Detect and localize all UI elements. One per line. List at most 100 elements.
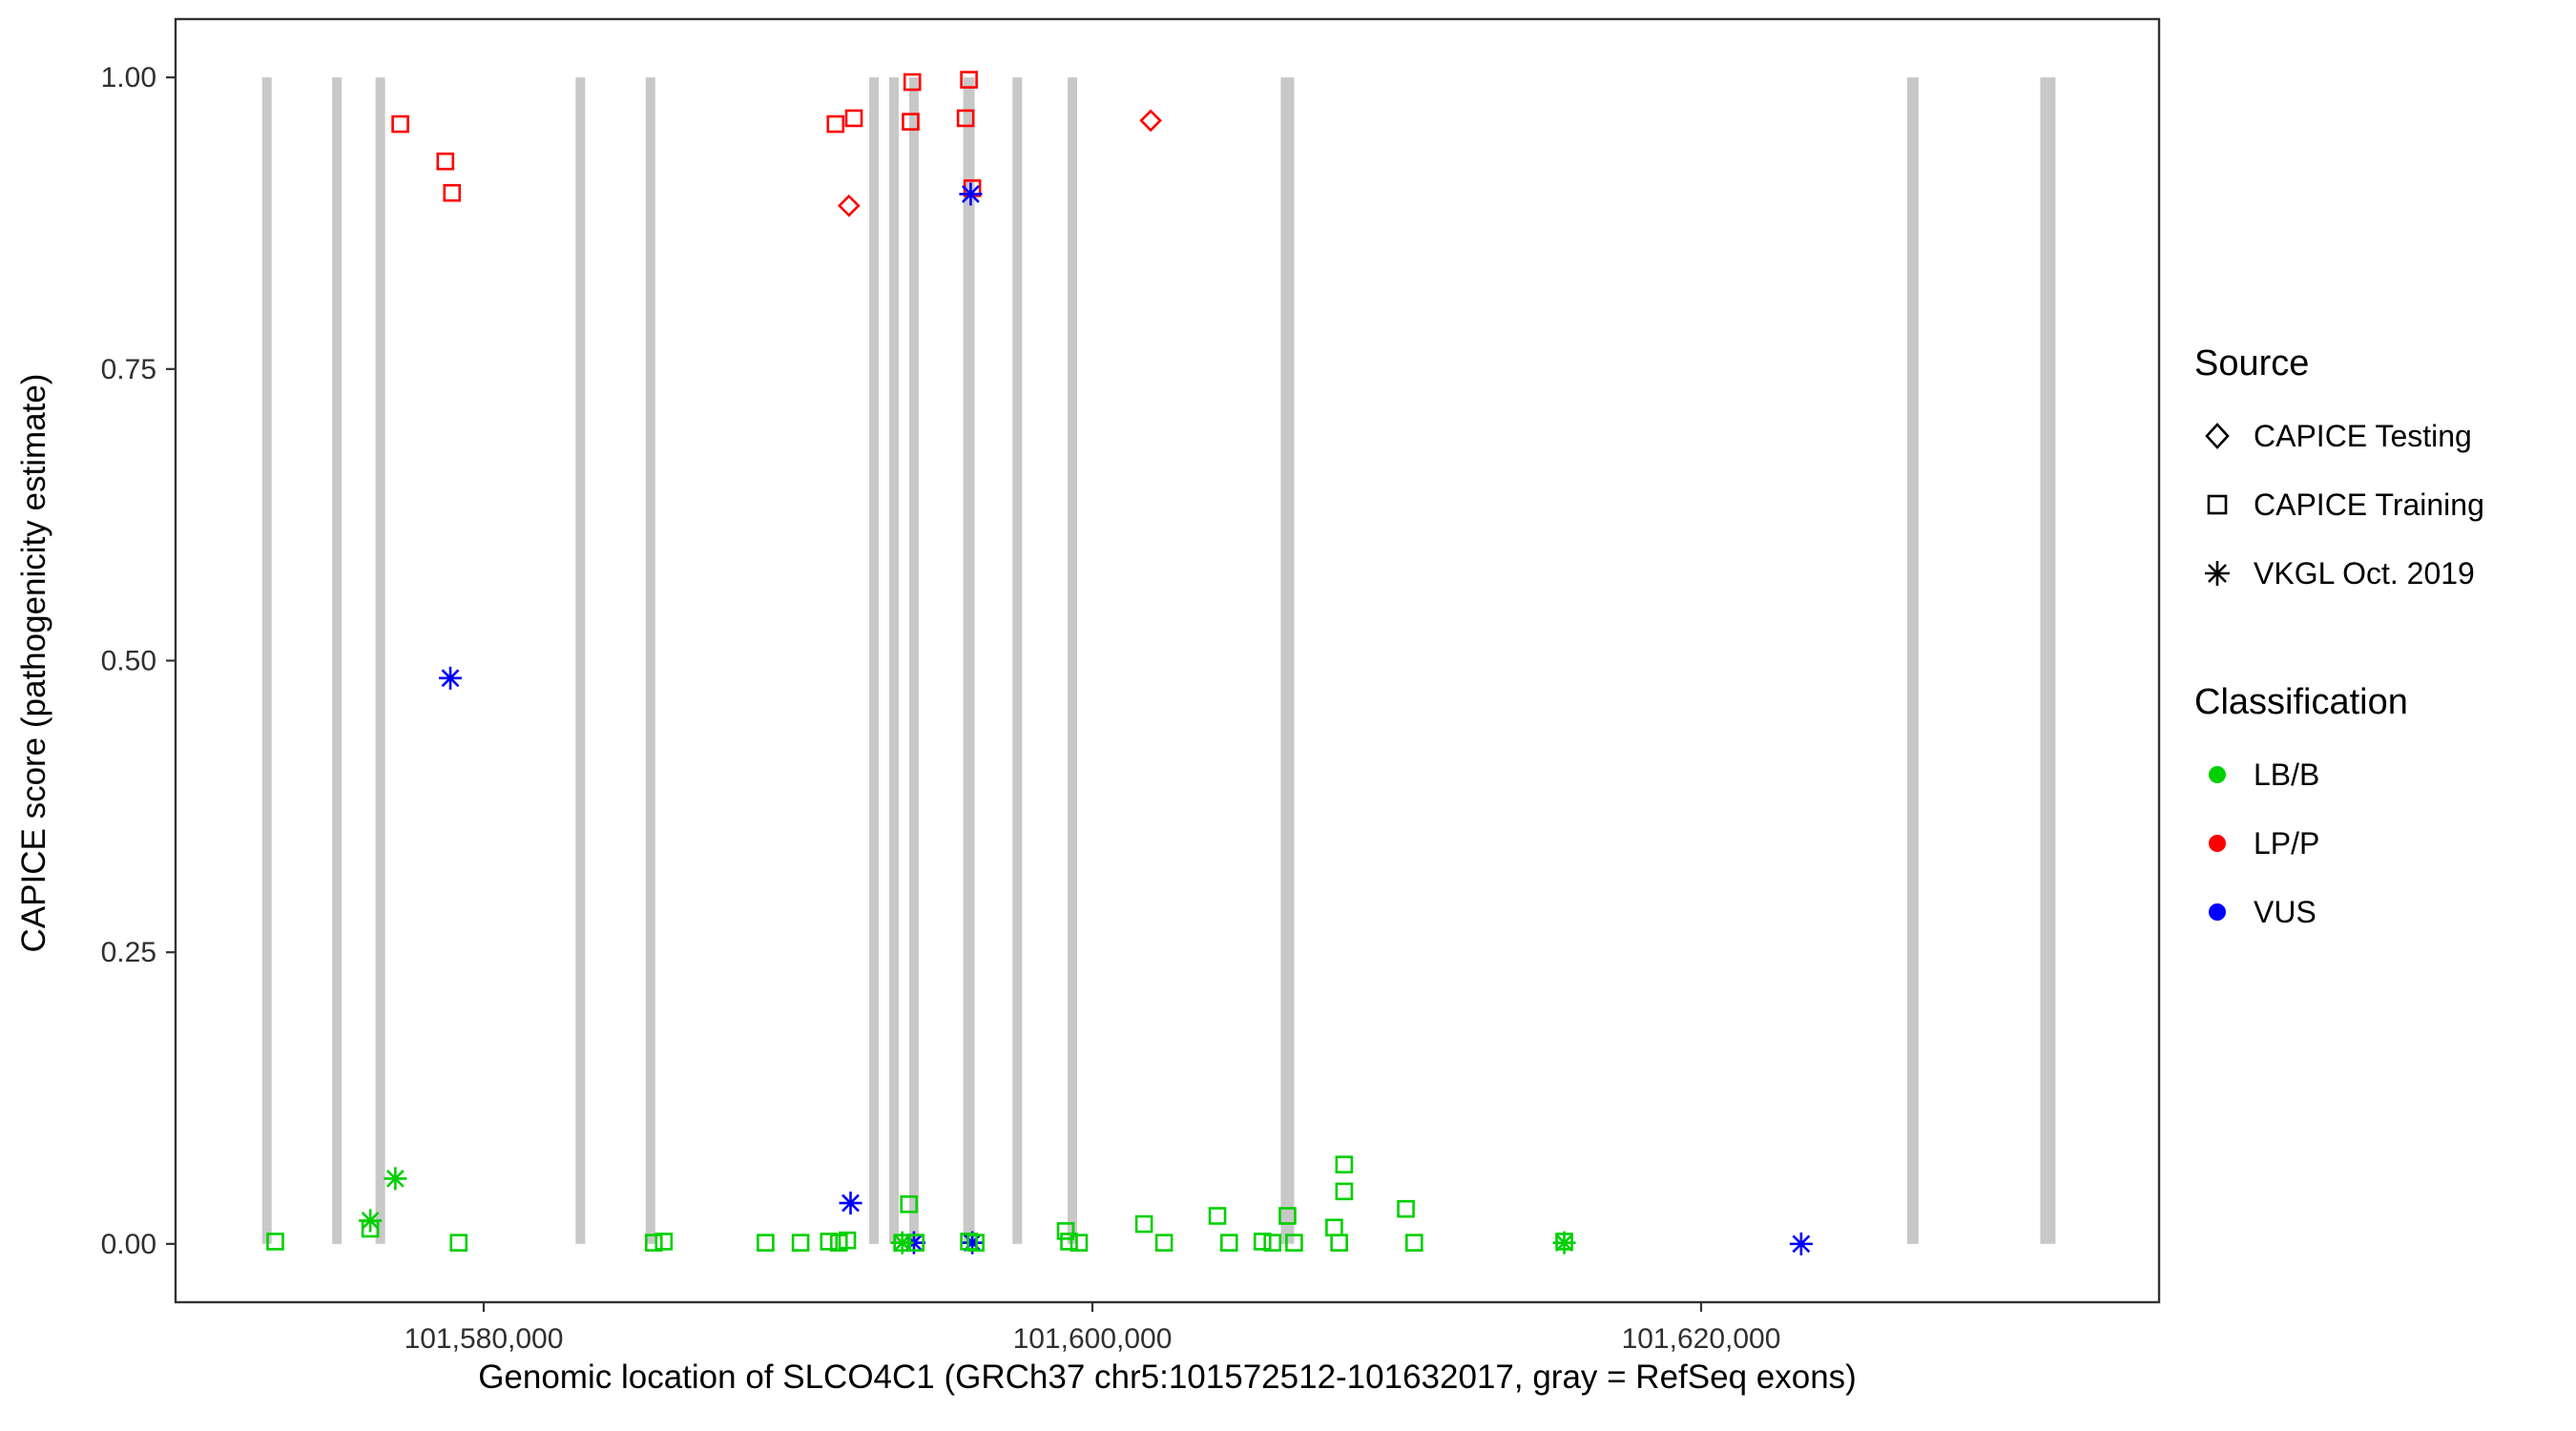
data-point-square xyxy=(266,1233,284,1251)
exon-bar xyxy=(261,77,272,1244)
diamond-icon xyxy=(2205,423,2230,449)
data-point-square xyxy=(1253,1233,1272,1251)
data-point-square xyxy=(903,73,922,92)
exon-bar xyxy=(1280,77,1295,1244)
data-point-square xyxy=(960,71,978,89)
data-point-square xyxy=(644,1234,663,1252)
exon-bar xyxy=(868,77,879,1244)
data-point-square xyxy=(838,1231,857,1250)
blue-dot-icon xyxy=(2209,903,2226,921)
data-point-square xyxy=(893,1234,912,1252)
x-tick-label: 101,620,000 xyxy=(1622,1323,1781,1355)
legend-label: LP/P xyxy=(2254,825,2320,861)
exon-bar xyxy=(2040,77,2056,1244)
data-point-square xyxy=(791,1234,810,1252)
x-tick-label: 101,580,000 xyxy=(405,1323,564,1355)
data-point-square xyxy=(820,1233,839,1251)
exon-bar xyxy=(908,77,919,1244)
data-point-square xyxy=(1278,1207,1297,1225)
exon-bar xyxy=(1906,77,1919,1244)
asterisk-icon xyxy=(2205,561,2230,586)
data-point-asterisk xyxy=(384,1167,407,1191)
data-point-square xyxy=(906,1234,924,1252)
data-point-square xyxy=(966,1234,985,1252)
data-point-square xyxy=(1134,1214,1153,1234)
y-tick-label: 0.00 xyxy=(101,1229,156,1260)
legend-item-vus: VUS xyxy=(2194,878,2566,946)
data-point-asterisk xyxy=(959,182,983,206)
asterisk-arm xyxy=(385,1169,405,1188)
y-tick-label: 0.75 xyxy=(101,354,156,385)
y-tick-label: 1.00 xyxy=(101,62,156,93)
data-point-square xyxy=(1335,1182,1354,1201)
asterisk-arm xyxy=(441,669,460,688)
data-point-square xyxy=(1330,1234,1348,1252)
legend-item-capice-testing: CAPICE Testing xyxy=(2194,402,2566,470)
legend-classification-title: Classification xyxy=(2194,682,2408,722)
data-point-square xyxy=(757,1234,775,1252)
legend-label: VUS xyxy=(2254,894,2316,929)
y-tick-label: 0.50 xyxy=(101,646,156,677)
data-point-square xyxy=(449,1234,468,1252)
legend-label: VKGL Oct. 2019 xyxy=(2254,555,2475,591)
data-point-square xyxy=(443,183,462,202)
data-point-diamond xyxy=(837,194,861,218)
data-point-square xyxy=(902,113,920,131)
y-tick-label: 0.25 xyxy=(101,937,156,968)
data-point-square xyxy=(1154,1234,1174,1252)
data-point-asterisk xyxy=(839,1192,862,1215)
asterisk-arm xyxy=(1792,1234,1811,1254)
legend-item-lpp: LP/P xyxy=(2194,809,2566,878)
data-point-square xyxy=(900,1194,918,1213)
exon-bar xyxy=(1012,77,1023,1244)
exon-bar xyxy=(645,77,655,1244)
data-point-diamond xyxy=(1139,109,1162,133)
data-point-square xyxy=(826,114,845,134)
legend-label: CAPICE Testing xyxy=(2254,418,2472,453)
x-axis-title: Genomic location of SLCO4C1 (GRCh37 chr5… xyxy=(478,1358,1857,1396)
exon-bar xyxy=(575,77,586,1244)
data-point-square xyxy=(1335,1155,1354,1174)
data-point-square xyxy=(654,1233,674,1251)
legend-item-lbb: LB/B xyxy=(2194,740,2566,809)
red-dot-icon xyxy=(2209,835,2226,852)
y-axis-title: CAPICE score (pathogenicity estimate) xyxy=(15,373,52,953)
data-point-square xyxy=(1405,1234,1423,1252)
panel-border xyxy=(174,17,2161,1304)
asterisk-arm xyxy=(841,1193,860,1213)
exon-bar xyxy=(1067,77,1077,1244)
exon-bar xyxy=(963,77,975,1244)
legend: Source CAPICE Testing CAPICE Training xyxy=(2194,343,2566,946)
asterisk-arm xyxy=(961,185,980,203)
data-point-asterisk xyxy=(1789,1232,1813,1255)
x-tick-label: 101,600,000 xyxy=(1013,1323,1173,1355)
exon-bar xyxy=(888,77,899,1244)
legend-item-capice-training: CAPICE Training xyxy=(2194,470,2566,539)
data-point-square xyxy=(1056,1222,1075,1240)
data-point-square xyxy=(436,152,455,171)
data-point-square xyxy=(1397,1199,1415,1218)
data-point-square xyxy=(1555,1233,1573,1251)
legend-label: LB/B xyxy=(2254,757,2320,792)
square-icon xyxy=(2207,494,2228,515)
data-point-square xyxy=(1285,1234,1303,1252)
legend-item-vkgl: VKGL Oct. 2019 xyxy=(2194,539,2566,608)
legend-source-title: Source xyxy=(2194,343,2310,384)
data-point-square xyxy=(1060,1233,1078,1251)
data-point-square xyxy=(1325,1218,1343,1237)
data-point-square xyxy=(1219,1234,1238,1252)
data-point-square xyxy=(391,114,409,134)
data-point-square xyxy=(956,109,975,128)
exon-bar xyxy=(375,77,385,1244)
data-point-asterisk xyxy=(439,666,463,690)
data-point-square xyxy=(1263,1234,1282,1252)
exon-bar xyxy=(332,77,343,1244)
data-point-square xyxy=(1208,1207,1227,1225)
data-point-square xyxy=(361,1219,380,1238)
green-dot-icon xyxy=(2209,766,2226,783)
data-point-square xyxy=(1070,1234,1089,1252)
legend-label: CAPICE Training xyxy=(2254,487,2484,522)
data-point-square xyxy=(844,109,863,128)
